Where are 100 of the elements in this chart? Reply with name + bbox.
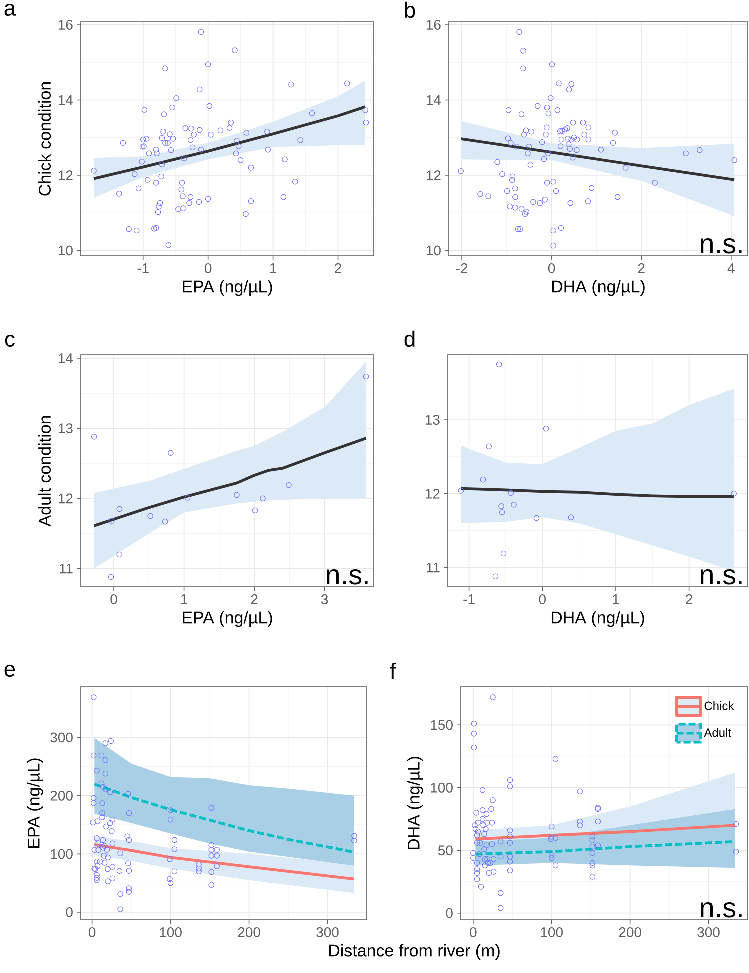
chart-title: b	[405, 2, 416, 18]
x-tick-label: 200	[238, 928, 260, 938]
point	[458, 488, 464, 494]
point	[492, 574, 499, 580]
y-tick-label: 0	[446, 908, 453, 918]
point	[184, 495, 191, 501]
x-tick-label: 2	[335, 264, 342, 274]
point	[508, 490, 514, 496]
y-tick-label: 0	[66, 907, 73, 918]
y-tick-label: 100	[51, 849, 73, 860]
y-tick-label: 150	[431, 720, 453, 730]
x-tick-label: 300	[698, 928, 720, 938]
point	[286, 482, 292, 488]
x-tick-label: 0	[539, 594, 546, 604]
y-tick-label: 12	[58, 494, 73, 504]
point	[543, 426, 550, 432]
point	[496, 362, 502, 368]
point	[499, 509, 506, 516]
point	[108, 574, 114, 580]
point	[498, 504, 504, 510]
point	[486, 444, 492, 450]
point	[116, 552, 123, 558]
x-tick-label: 2	[251, 594, 258, 604]
point	[116, 506, 123, 512]
point	[731, 490, 737, 497]
x-tick-label: 1	[613, 594, 620, 604]
y-tick-label: 50	[438, 846, 453, 856]
y-axis-title: Chick condition	[38, 82, 52, 196]
y-tick-label: 300	[50, 732, 73, 743]
chart-title: e	[4, 664, 16, 678]
point	[480, 476, 486, 483]
x-axis-title: DHA (ng/µL)	[552, 280, 645, 296]
line-series	[92, 437, 368, 528]
y-tick-label: 11	[427, 562, 440, 573]
x-tick-label: 1	[270, 264, 277, 274]
legend-label: Adult	[704, 728, 732, 738]
y-tick-label: 11	[60, 564, 73, 574]
annotation: n.s.	[327, 569, 368, 585]
y-axis-title: DHA (ng/µL)	[407, 757, 424, 850]
point	[162, 518, 168, 525]
x-axis-title: Distance from river (m)	[329, 944, 500, 960]
point	[568, 514, 574, 520]
y-tick-label: 13	[58, 424, 73, 434]
y-tick-label: 100	[431, 782, 453, 793]
x-tick-label: -1	[138, 264, 149, 274]
x-tick-label: 0	[548, 264, 556, 274]
x-tick-label: -2	[456, 264, 468, 274]
x-tick-label: 0	[110, 594, 118, 604]
x-tick-label: 100	[541, 928, 563, 938]
y-tick-label: 16	[426, 20, 441, 30]
annotation: n.s.	[701, 238, 742, 254]
legend-label: Chick	[704, 701, 734, 710]
point	[168, 450, 174, 456]
x-tick-label: 300	[316, 928, 339, 938]
x-tick-label: 100	[160, 928, 182, 938]
x-tick-label: 0	[470, 928, 477, 938]
y-tick-label: 14	[426, 95, 442, 106]
x-tick-label: 2	[686, 594, 693, 604]
chart-title: d	[404, 330, 415, 348]
x-tick-label: 2	[638, 264, 645, 274]
chart-title: f	[390, 663, 396, 679]
y-tick-label: 12	[426, 489, 440, 499]
x-axis-title: EPA (ng/µL)	[183, 611, 272, 628]
chart-title: c	[5, 334, 15, 348]
line-series	[460, 138, 736, 182]
x-tick-label: 1	[181, 594, 188, 604]
point	[148, 513, 154, 520]
y-axis-title: Adult condition	[38, 416, 52, 527]
x-tick-label: 0	[204, 264, 212, 274]
x-tick-label: -1	[464, 594, 475, 604]
line-series	[460, 487, 736, 498]
y-tick-label: 14	[58, 354, 74, 364]
point	[109, 518, 115, 524]
x-axis-title: DHA (ng/µL)	[552, 611, 644, 628]
x-tick-label: 4	[728, 264, 735, 274]
x-tick-label: 200	[619, 928, 642, 938]
x-tick-label: 3	[321, 594, 328, 604]
x-tick-label: 0	[88, 928, 96, 938]
point	[363, 374, 370, 380]
line-series	[93, 782, 356, 854]
y-tick-label: 14	[58, 95, 74, 106]
line-series	[92, 106, 367, 180]
point	[511, 502, 517, 508]
y-tick-label: 16	[58, 20, 73, 30]
y-tick-label: 10	[58, 246, 73, 256]
x-axis-title: EPA (ng/µL)	[183, 280, 272, 296]
line-series	[474, 824, 737, 841]
chart-title: a	[4, 4, 16, 16]
y-axis-title: EPA (ng/µL)	[27, 758, 44, 848]
y-tick-label: 10	[426, 246, 441, 256]
point	[534, 515, 540, 522]
point	[260, 496, 266, 502]
y-tick-label: 12	[58, 170, 73, 180]
line-series	[93, 843, 356, 881]
point	[234, 492, 240, 498]
y-tick-label: 200	[50, 790, 73, 801]
annotation: n.s.	[701, 902, 742, 918]
point	[500, 550, 507, 557]
y-tick-label: 12	[426, 170, 441, 180]
annotation: n.s.	[701, 569, 742, 585]
